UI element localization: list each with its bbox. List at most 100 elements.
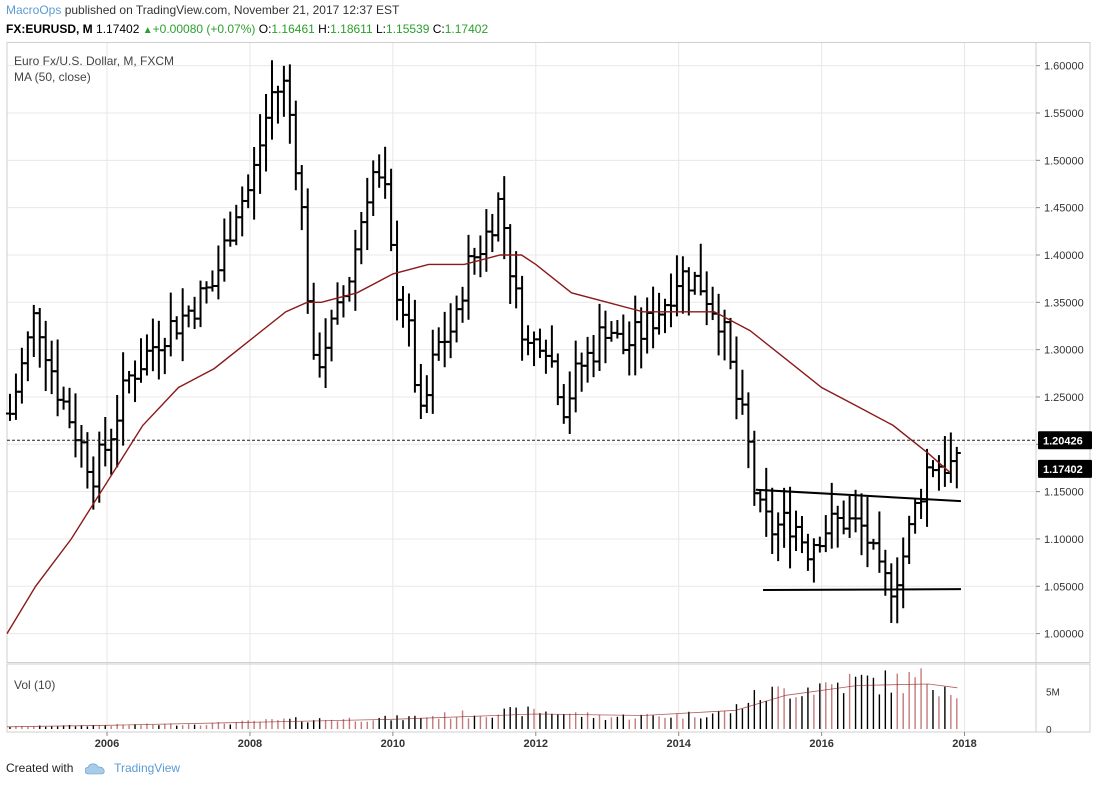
ohlc-bar xyxy=(47,340,56,395)
ohlc-bar xyxy=(476,235,485,278)
ohlc-bar xyxy=(393,220,402,321)
ohlc-bar xyxy=(500,176,509,260)
ohlc-bar xyxy=(774,512,783,562)
x-tick-label: 2016 xyxy=(809,738,833,750)
ohlc-bar xyxy=(649,286,658,349)
ohlc-bar xyxy=(142,334,151,376)
y-tick-label: 1.50000 xyxy=(1044,155,1084,167)
y-tick-label: 1.30000 xyxy=(1044,345,1084,357)
created-with-text: Created with xyxy=(6,761,74,775)
ohlc-bar xyxy=(178,288,187,362)
ohlc-bar xyxy=(339,285,348,318)
last-price-label: 1.17402 xyxy=(1043,464,1083,476)
trendline[interactable] xyxy=(755,488,962,503)
publish-line: MacroOps published on TradingView.com, N… xyxy=(6,2,1091,18)
ohlc-bar xyxy=(696,243,705,296)
ohlc-bar xyxy=(333,282,342,325)
published-text: published on TradingView.com, November 2… xyxy=(64,3,400,17)
ohlc-bar xyxy=(482,209,491,272)
ohlc-bar xyxy=(434,327,443,361)
ohlc-bar xyxy=(256,114,265,194)
ohlc-bar xyxy=(661,298,670,334)
ohlc-bar xyxy=(619,314,628,355)
ohlc-bar xyxy=(905,515,914,565)
ohlc-bar xyxy=(714,293,723,356)
open-label: O: xyxy=(258,22,272,36)
ohlc-bar xyxy=(327,309,336,362)
author-link[interactable]: MacroOps xyxy=(6,3,62,17)
ohlc-bar xyxy=(232,204,241,246)
ohlc-bar xyxy=(887,563,896,623)
ohlc-bar xyxy=(148,318,157,372)
ohlc-bar xyxy=(464,234,473,320)
quote-line: FX:EURUSD, M 1.17402 ▲+0.00080 (+0.07%) … xyxy=(6,20,1091,40)
y-tick-label: 1.55000 xyxy=(1044,108,1084,120)
ohlc-bar xyxy=(744,392,753,469)
ohlc-bar xyxy=(202,281,211,304)
ohlc-bar xyxy=(387,168,396,252)
tradingview-link[interactable]: TradingView xyxy=(114,761,181,775)
ohlc-bar xyxy=(678,256,687,314)
ohlc-bar xyxy=(643,297,652,354)
ohlc-bar xyxy=(833,505,842,548)
x-tick-label: 2010 xyxy=(381,738,405,750)
ohlc-bar xyxy=(309,282,318,360)
ohlc-bar xyxy=(398,286,407,328)
ohlc-bar xyxy=(708,286,717,321)
ohlc-bar xyxy=(136,338,145,383)
ohlc-bar xyxy=(214,245,223,300)
price-chart[interactable]: 1.000001.050001.100001.150001.200001.250… xyxy=(0,42,1097,754)
ohlc-bar xyxy=(190,296,199,329)
ohlc-bar xyxy=(577,352,586,392)
y-tick-label: 1.00000 xyxy=(1044,629,1084,641)
ohlc-bar xyxy=(17,347,26,404)
ohlc-bar xyxy=(631,295,640,376)
ohlc-bar xyxy=(238,186,247,237)
trendline[interactable] xyxy=(763,588,961,592)
ohlc-bar xyxy=(321,318,330,389)
ohlc-bar xyxy=(899,537,908,609)
y-tick-label: 1.45000 xyxy=(1044,203,1084,215)
x-tick-label: 2012 xyxy=(524,738,548,750)
ohlc-bar xyxy=(583,336,592,383)
ohlc-bar xyxy=(160,337,169,375)
ohlc-bar xyxy=(869,538,878,550)
ohlc-bar xyxy=(279,65,288,117)
ohlc-bar xyxy=(762,467,771,537)
grid xyxy=(7,42,1037,732)
ohlc-bar xyxy=(23,331,32,382)
x-axis: 2006 2008 2010 2012 2014 2016 2018 xyxy=(95,732,977,750)
ohlc-bar xyxy=(125,370,134,394)
ohlc-bar xyxy=(792,510,801,551)
ohlc-bar xyxy=(89,456,98,510)
ohlc-bar xyxy=(524,325,533,356)
volume-bars xyxy=(9,668,958,729)
ohlc-bar xyxy=(613,320,622,339)
ohlc-bar xyxy=(208,270,217,292)
x-tick-label: 2008 xyxy=(238,738,262,750)
vol-tick-label: 5M xyxy=(1046,688,1060,699)
ohlc-bar xyxy=(297,165,306,231)
ohlc-bar xyxy=(250,146,259,220)
ohlc-bar xyxy=(863,497,872,568)
ohlc-bar xyxy=(77,424,86,468)
y-tick-label: 1.10000 xyxy=(1044,534,1084,546)
ohlc-bar xyxy=(184,305,193,328)
ohlc-bar xyxy=(512,251,521,309)
ohlc-bar xyxy=(845,495,854,538)
ohlc-bar xyxy=(315,332,324,378)
ohlc-bar xyxy=(285,64,294,144)
ohlc-bar xyxy=(750,430,759,506)
ohlc-bar xyxy=(571,340,580,413)
chart-title: Euro Fx/U.S. Dollar, M, FXCM xyxy=(14,54,174,68)
ohlc-bar xyxy=(589,335,598,378)
ohlc-bar xyxy=(131,360,140,403)
ohlc-bar xyxy=(488,213,497,253)
ohlc-bar xyxy=(101,416,110,467)
price-pane-frame xyxy=(6,42,1091,663)
volume-pane-frame xyxy=(6,663,1091,733)
volume-ma-line xyxy=(6,683,958,728)
symbol-label[interactable]: FX:EURUSD, M xyxy=(6,22,93,36)
last-price-tag: 1.17402 xyxy=(1038,459,1092,478)
ohlc-bar xyxy=(381,146,390,199)
